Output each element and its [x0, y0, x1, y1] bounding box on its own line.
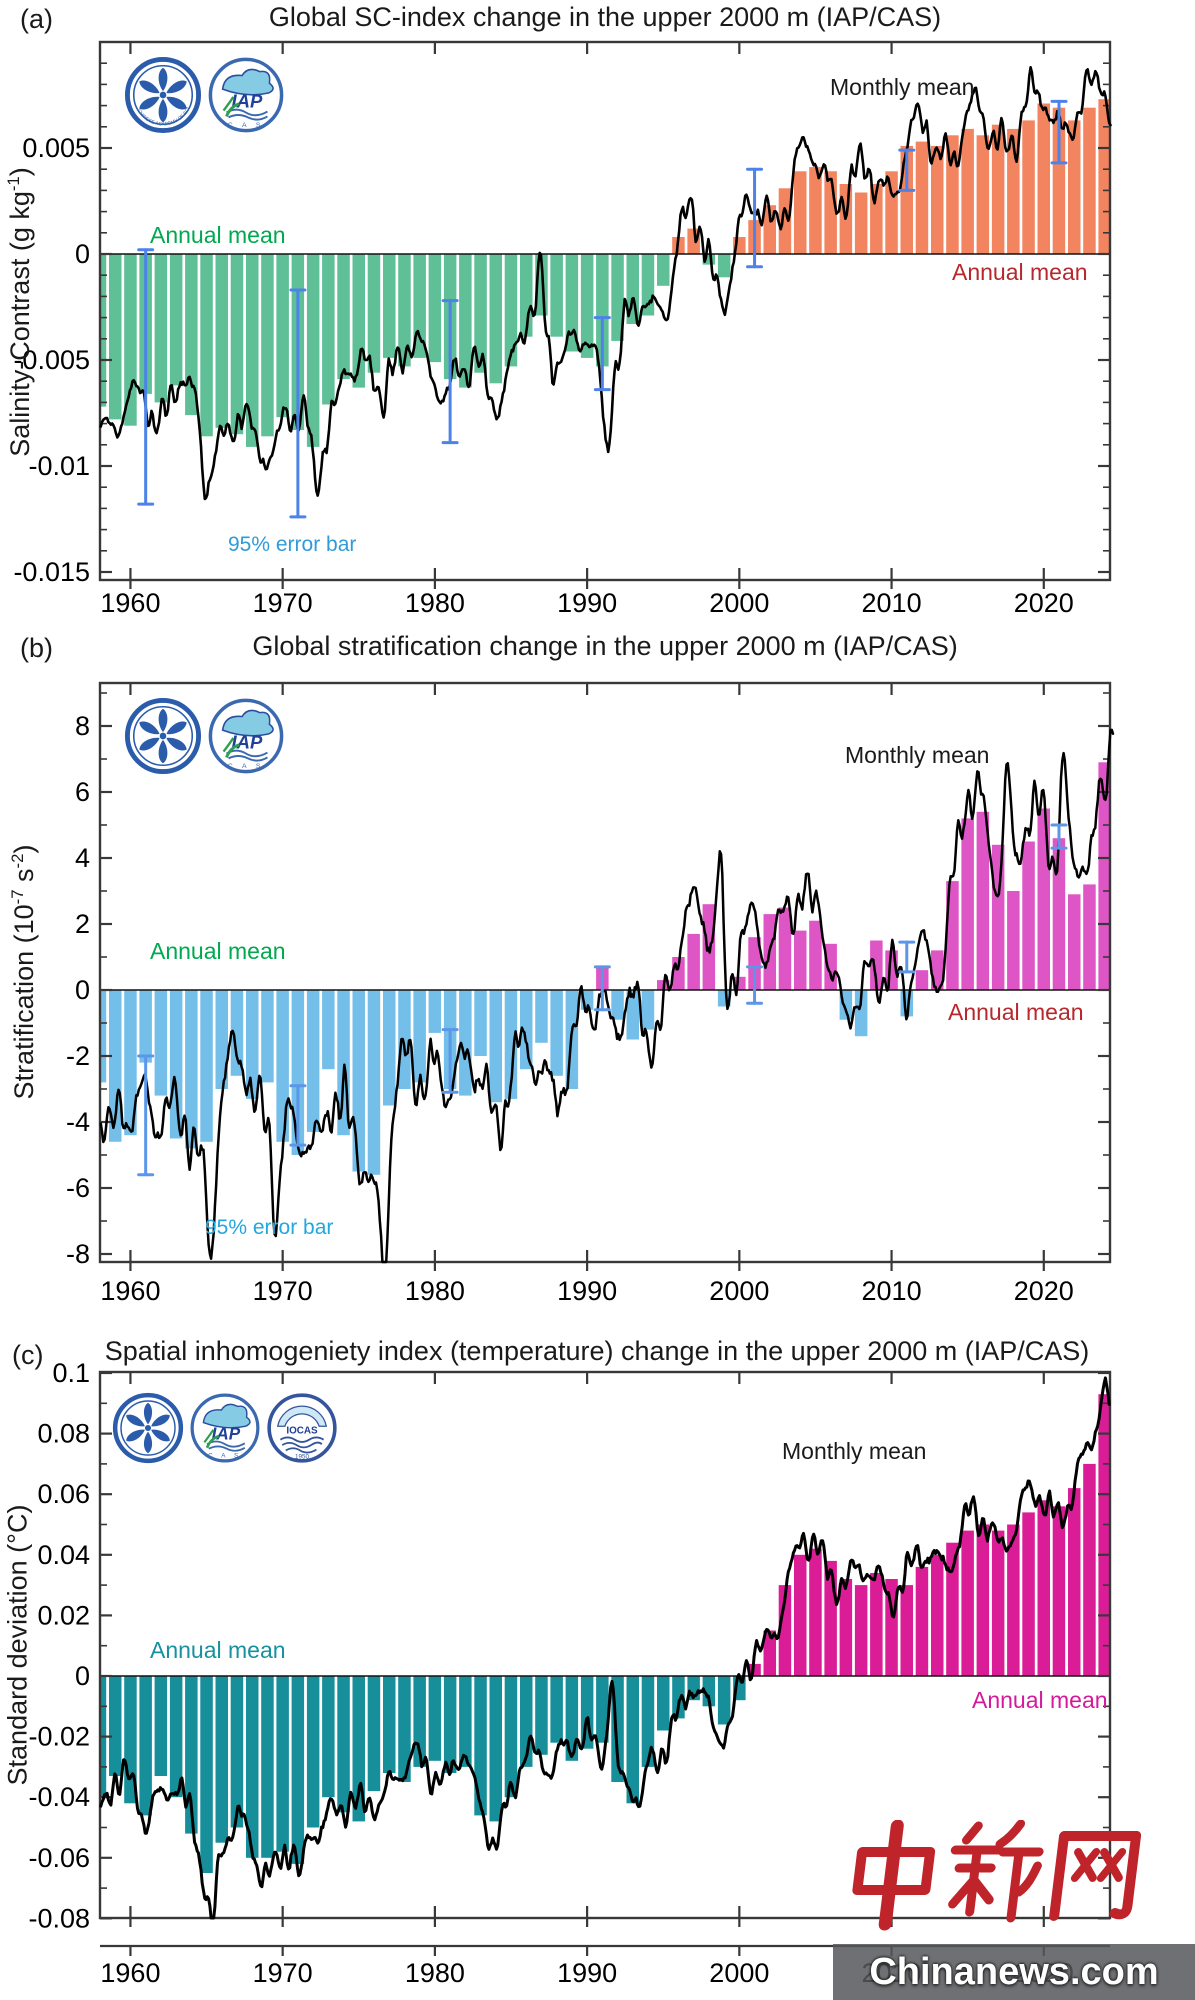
svg-text:0.005: 0.005 — [22, 133, 90, 163]
svg-text:-0.06: -0.06 — [28, 1843, 90, 1873]
panel-a-plot: 0.005 0 -0.005 -0.01 -0.015 1960 1970 1980 1990 2… — [13, 40, 1112, 618]
svg-text:0.1: 0.1 — [52, 1358, 90, 1388]
cas-logo-icon — [124, 697, 202, 775]
svg-text:2020: 2020 — [1014, 588, 1074, 618]
panel-b-title: Global stratification change in the uppe… — [252, 631, 958, 661]
panel-a-title: Global SC-index change in the upper 2000… — [268, 2, 942, 32]
svg-text:1980: 1980 — [405, 1276, 465, 1306]
iap-logo-icon: IAP C A S — [190, 1393, 260, 1463]
panel-b-y-axis-label: Stratification (10-7 s-2) — [7, 844, 40, 1100]
svg-text:2000: 2000 — [709, 1276, 769, 1306]
svg-text:0.04: 0.04 — [37, 1540, 90, 1570]
panel-a-y-axis-label: Salinity-Contrast (g kg-1) — [3, 167, 36, 457]
cas-logo-icon — [112, 1392, 184, 1464]
iocas-logo-text: IOCAS — [286, 1425, 318, 1436]
svg-text:-2: -2 — [66, 1041, 90, 1071]
panel-c-label: (c) — [12, 1340, 44, 1370]
svg-text:-0.02: -0.02 — [28, 1722, 90, 1752]
panel-c-plot: 0.1 0.08 0.06 0.04 0.02 0 -0.02 -0.04 -0.06 -0.08… — [28, 1358, 1112, 1988]
svg-text:4: 4 — [75, 843, 90, 873]
svg-text:1980: 1980 — [405, 1958, 465, 1988]
panel-b-annual-mean-right-label: Annual mean — [948, 999, 1084, 1025]
chinanews-site-text: Chinanews.com — [869, 1950, 1159, 1993]
panel-c-title: Spatial inhomogeniety index (temperature… — [104, 1336, 1090, 1366]
panel-b-monthly-mean-label: Monthly mean — [845, 742, 990, 768]
svg-text:0: 0 — [75, 239, 90, 269]
iap-logo-icon: IAP C A S — [208, 57, 284, 133]
panel-a-error-bar-note: 95% error bar — [228, 533, 357, 556]
panel-c-monthly-mean-label: Monthly mean — [782, 1438, 927, 1464]
svg-text:-0.015: -0.015 — [13, 557, 90, 587]
panel-a-annual-mean-right-label: Annual mean — [952, 259, 1088, 285]
panel-b-annual-mean-left-label: Annual mean — [150, 938, 286, 964]
panel-c-annual-mean-left-label: Annual mean — [150, 1637, 286, 1663]
svg-text:-8: -8 — [66, 1239, 90, 1269]
svg-text:-0.04: -0.04 — [28, 1782, 90, 1812]
svg-text:1960: 1960 — [100, 588, 160, 618]
iap-logo-text: IAP — [232, 732, 264, 753]
svg-text:2000: 2000 — [709, 588, 769, 618]
svg-text:1960: 1960 — [100, 1958, 160, 1988]
iap-logo-text: IAP — [212, 1425, 241, 1444]
iap-logo-icon: IAP C A S — [208, 698, 284, 774]
panel-a-label: (a) — [20, 4, 53, 34]
panel-b-label: (b) — [20, 633, 53, 663]
cas-logo-icon: CHINESE ACADEMY OF SCIENCES — [124, 56, 202, 134]
svg-text:1980: 1980 — [405, 588, 465, 618]
svg-text:2020: 2020 — [1014, 1276, 1074, 1306]
svg-text:-4: -4 — [66, 1107, 90, 1137]
svg-text:0: 0 — [75, 1661, 90, 1691]
panel-c-y-axis-label: Standard deviation (°C) — [2, 1504, 33, 1786]
panel-a-logos: CHINESE ACADEMY OF SCIENCES IAP C A S — [124, 56, 285, 134]
svg-text:-0.005: -0.005 — [13, 345, 90, 375]
panel-a-annual-mean-left-label: Annual mean — [150, 222, 286, 248]
panel-b-logos: IAP C A S — [124, 697, 285, 775]
panel-b-error-bar-note: 95% error bar — [205, 1216, 334, 1239]
iap-logo-subtext: C A S — [228, 763, 265, 770]
panel-c-annual-mean-right-label: Annual mean — [972, 1687, 1108, 1713]
iap-logo-text: IAP — [232, 91, 264, 112]
iap-logo-subtext: C A S — [228, 122, 265, 129]
svg-text:8: 8 — [75, 711, 90, 741]
panel-a-monthly-mean-label: Monthly mean — [830, 74, 975, 100]
iocas-logo-icon: IOCAS 1950 — [267, 1393, 337, 1463]
svg-text:2010: 2010 — [862, 588, 922, 618]
svg-text:0.06: 0.06 — [37, 1479, 90, 1509]
svg-text:0.02: 0.02 — [37, 1600, 90, 1630]
svg-text:0.08: 0.08 — [37, 1419, 90, 1449]
svg-text:0: 0 — [75, 975, 90, 1005]
zhongxinwang-watermark-icon — [852, 1820, 1142, 1931]
svg-text:1990: 1990 — [557, 1958, 617, 1988]
svg-text:2: 2 — [75, 909, 90, 939]
svg-text:-0.08: -0.08 — [28, 1903, 90, 1933]
svg-text:2000: 2000 — [709, 1958, 769, 1988]
svg-text:1970: 1970 — [253, 1958, 313, 1988]
svg-text:-6: -6 — [66, 1173, 90, 1203]
svg-text:1990: 1990 — [557, 1276, 617, 1306]
svg-text:2010: 2010 — [862, 1276, 922, 1306]
svg-text:1960: 1960 — [100, 1276, 160, 1306]
svg-text:1970: 1970 — [253, 1276, 313, 1306]
svg-text:1990: 1990 — [557, 588, 617, 618]
chinanews-watermark-band: Chinanews.com — [833, 1944, 1195, 2000]
panel-b-plot: 8 6 4 2 0 -2 -4 -6 -8 1960 1970 1980 1990 2000 2010 202… — [66, 681, 1115, 1306]
iap-logo-subtext: C A S — [208, 1453, 242, 1460]
svg-text:-0.01: -0.01 — [28, 451, 90, 481]
iocas-logo-subtext: 1950 — [295, 1454, 310, 1461]
panel-c-logos: IAP C A S IOCAS 1950 — [112, 1392, 338, 1464]
svg-text:6: 6 — [75, 777, 90, 807]
svg-text:1970: 1970 — [253, 588, 313, 618]
